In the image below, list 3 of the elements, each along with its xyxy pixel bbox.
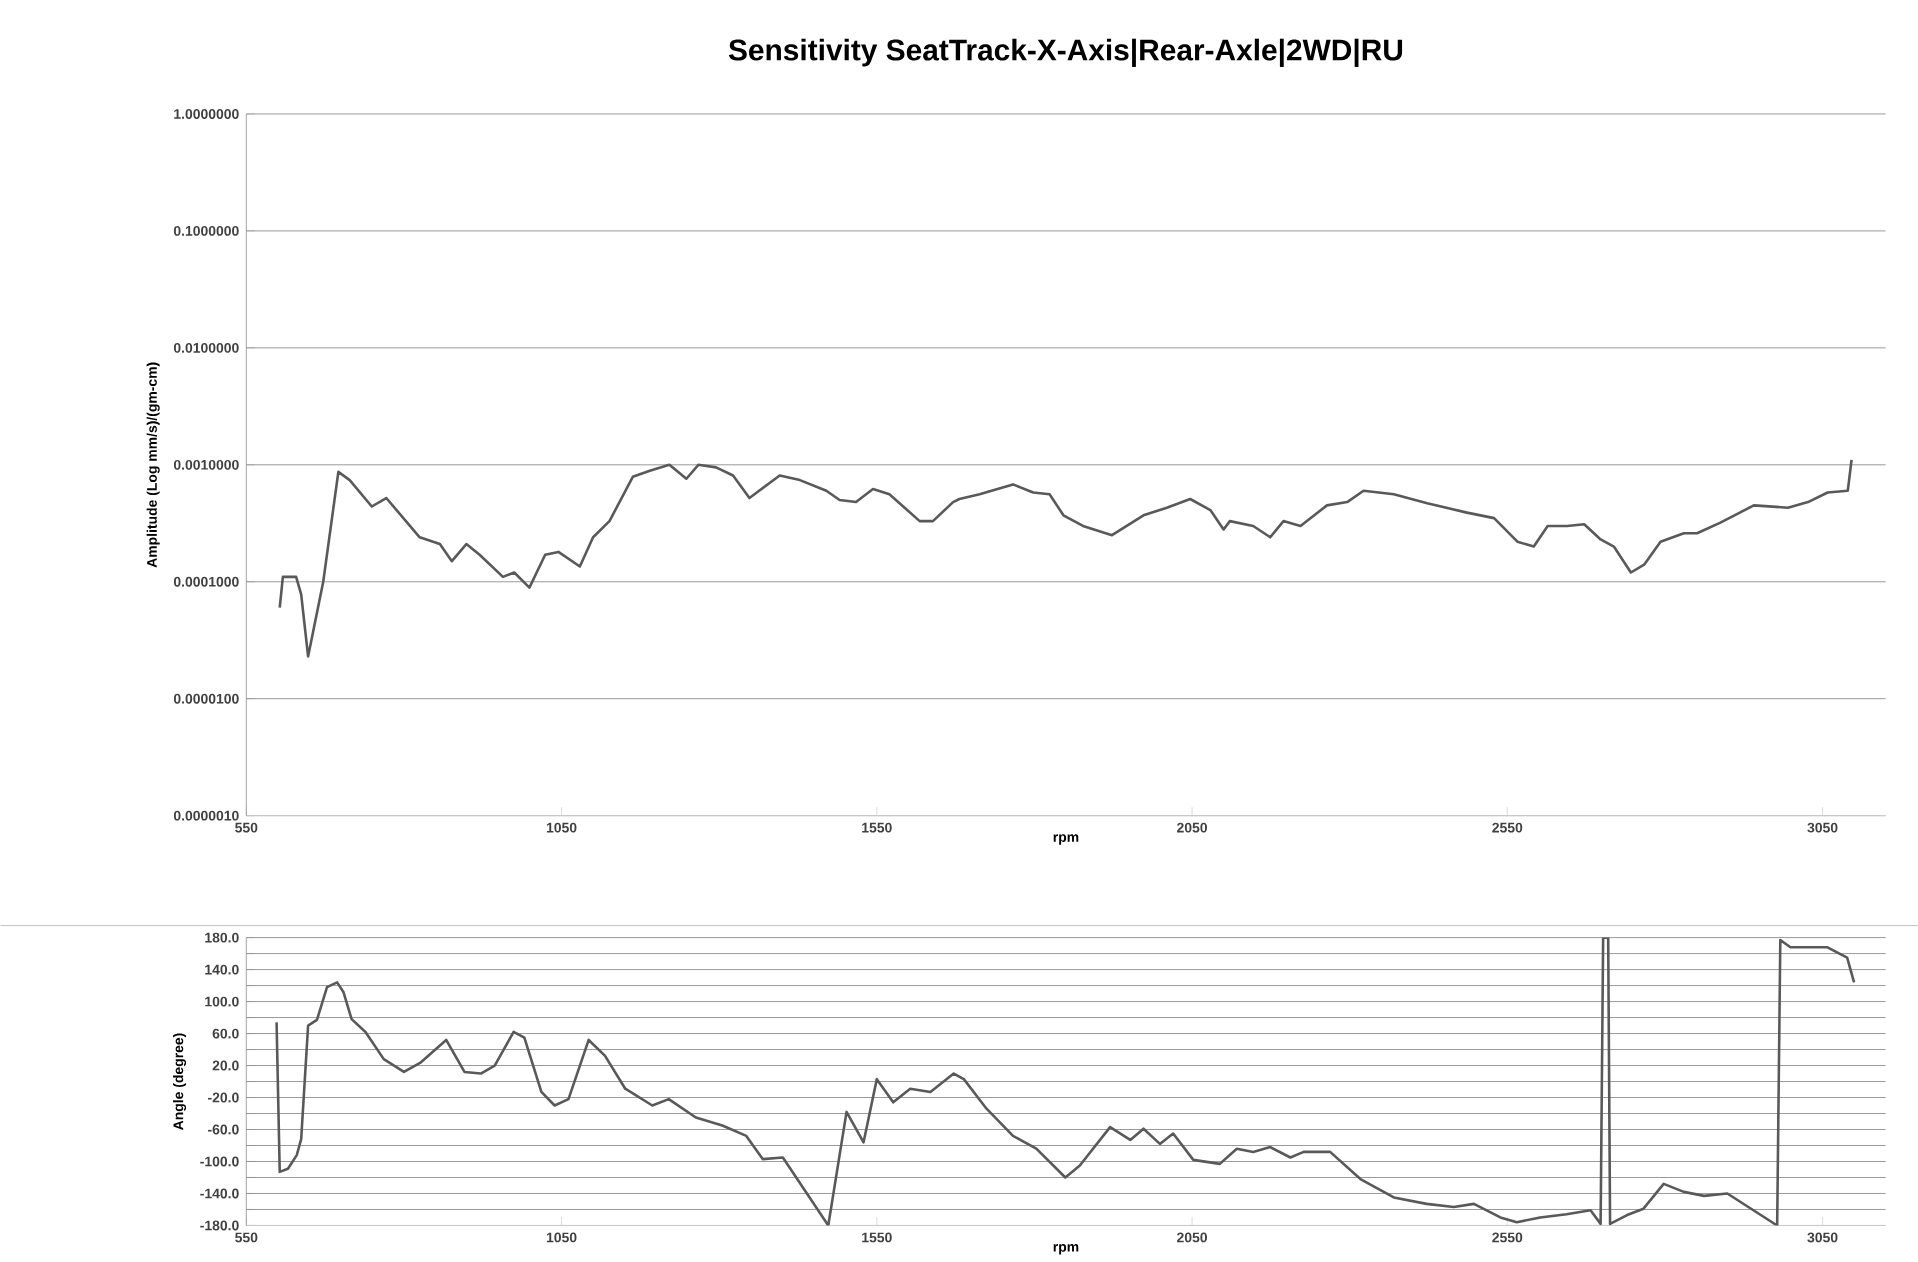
line-series: [275, 938, 1856, 1226]
line-series: [278, 459, 1853, 659]
chart-title: Sensitivity SeatTrack-X-Axis|Rear-Axle|2WD|RU: [728, 39, 1403, 68]
